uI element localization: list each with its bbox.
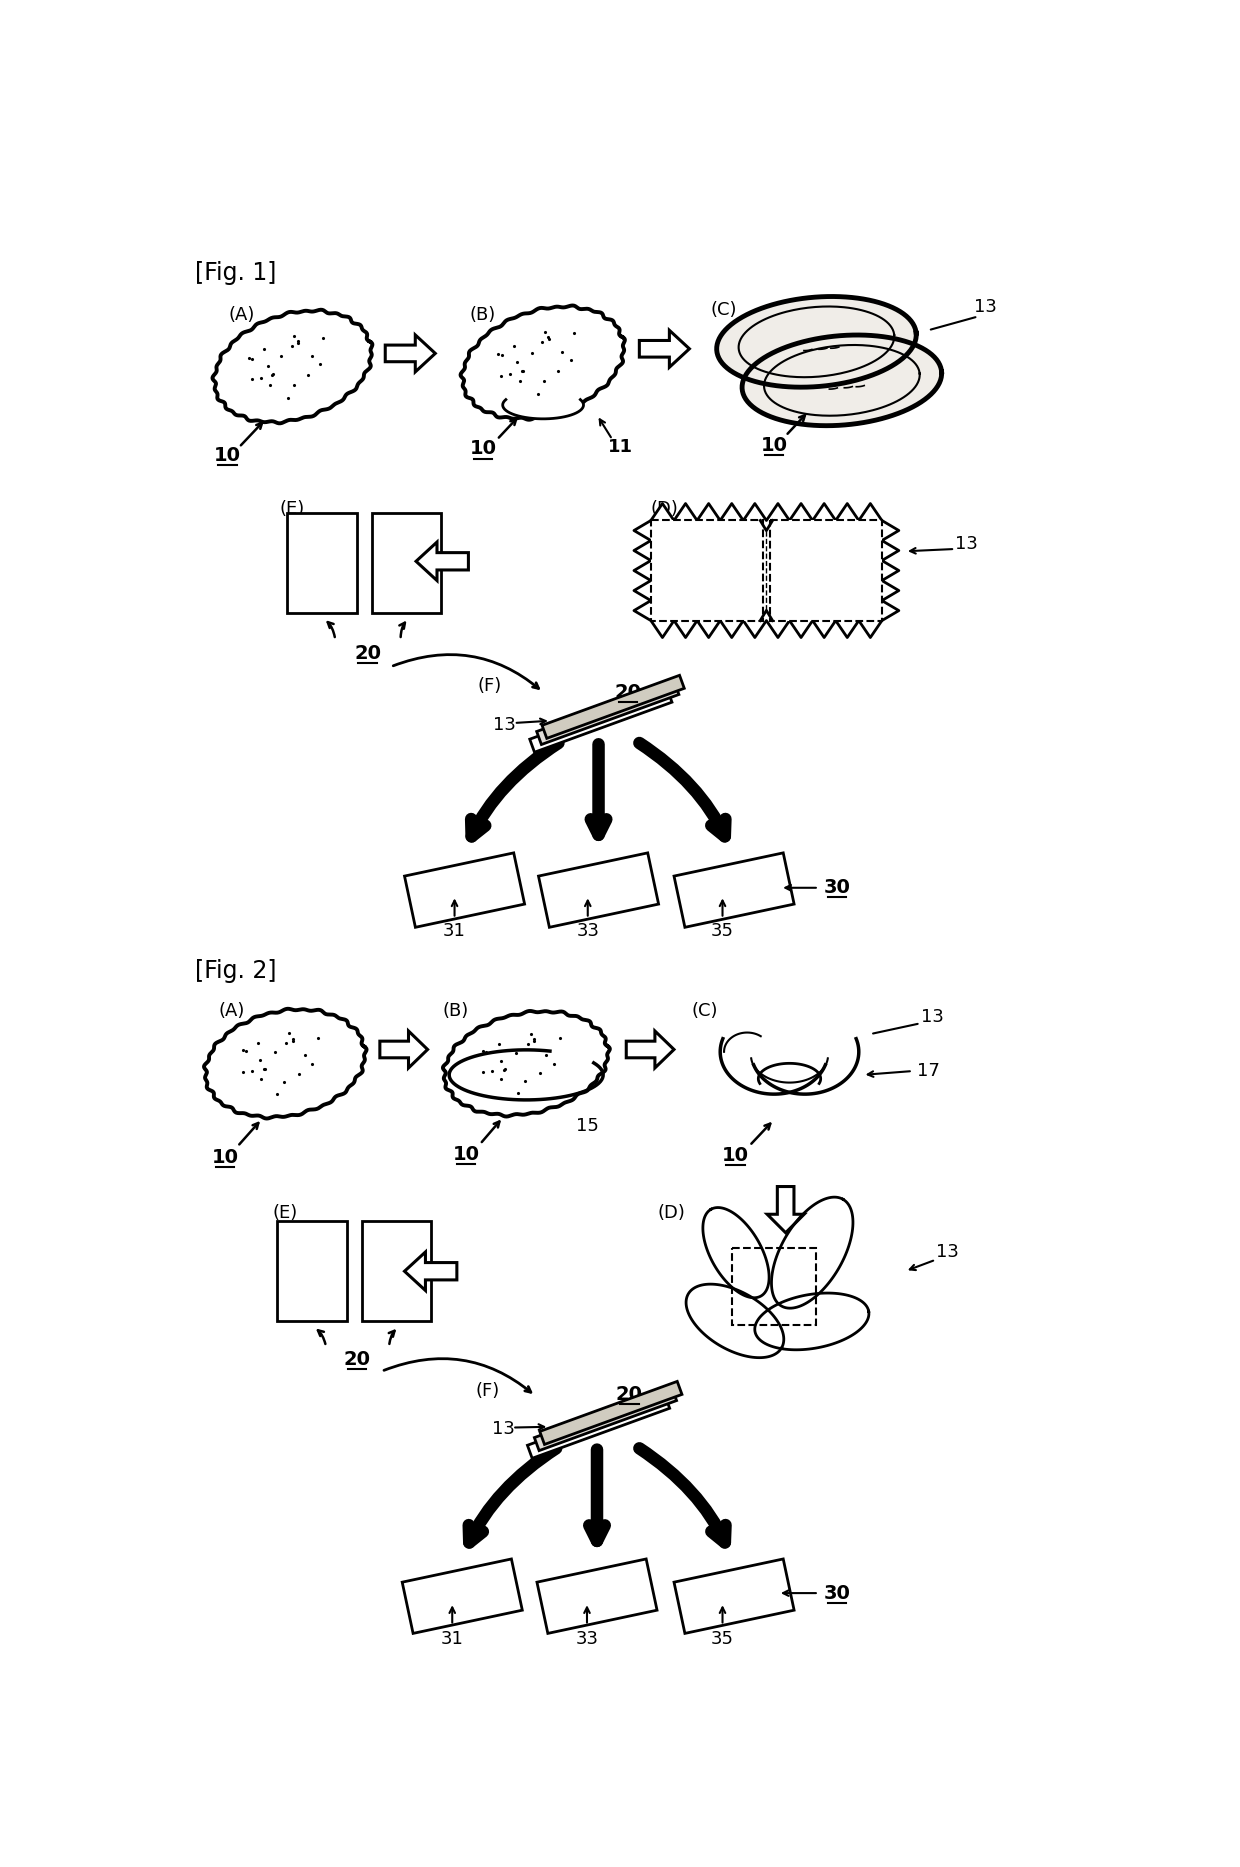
Text: 20: 20 <box>616 1385 642 1404</box>
Polygon shape <box>742 334 941 426</box>
Polygon shape <box>703 1208 769 1298</box>
Polygon shape <box>802 534 838 581</box>
Text: (E): (E) <box>272 1204 298 1223</box>
Polygon shape <box>212 310 372 424</box>
Text: (A): (A) <box>218 1003 244 1019</box>
Text: 20: 20 <box>355 644 381 663</box>
Polygon shape <box>542 676 684 737</box>
Polygon shape <box>634 504 899 637</box>
Text: 13: 13 <box>936 1243 959 1260</box>
Polygon shape <box>379 1031 428 1068</box>
Polygon shape <box>537 681 678 745</box>
Text: (B): (B) <box>470 306 496 323</box>
Text: (E): (E) <box>280 500 305 517</box>
Text: 10: 10 <box>453 1144 480 1163</box>
Polygon shape <box>771 1197 853 1309</box>
Bar <box>372 513 441 612</box>
Bar <box>288 513 357 612</box>
Text: [Fig. 1]: [Fig. 1] <box>195 261 277 286</box>
Polygon shape <box>626 1031 675 1068</box>
Text: 33: 33 <box>577 922 599 939</box>
Polygon shape <box>417 541 469 581</box>
Text: 10: 10 <box>470 439 496 459</box>
Text: [Fig. 2]: [Fig. 2] <box>195 960 277 984</box>
Polygon shape <box>502 400 584 418</box>
Text: (F): (F) <box>477 678 502 695</box>
Polygon shape <box>538 853 658 928</box>
Bar <box>732 1249 816 1326</box>
Polygon shape <box>686 1284 784 1357</box>
Polygon shape <box>539 1382 682 1445</box>
Text: 20: 20 <box>614 683 641 702</box>
Polygon shape <box>527 1395 670 1458</box>
Polygon shape <box>205 1008 367 1118</box>
Text: 30: 30 <box>823 1583 851 1602</box>
Text: 31: 31 <box>443 922 466 939</box>
Polygon shape <box>675 853 794 928</box>
Polygon shape <box>404 1253 456 1290</box>
Text: 11: 11 <box>608 439 632 456</box>
Bar <box>770 521 882 620</box>
Text: 33: 33 <box>575 1630 599 1649</box>
Polygon shape <box>402 1559 522 1634</box>
Text: 13: 13 <box>494 715 516 734</box>
Text: 17: 17 <box>916 1062 940 1079</box>
Polygon shape <box>751 1059 828 1083</box>
Bar <box>278 1221 347 1322</box>
Text: (C): (C) <box>711 301 737 319</box>
Text: 31: 31 <box>440 1630 464 1649</box>
Polygon shape <box>386 334 435 372</box>
Polygon shape <box>717 297 916 386</box>
Polygon shape <box>460 306 625 420</box>
Polygon shape <box>443 1012 610 1116</box>
Text: 10: 10 <box>760 435 787 454</box>
Text: (D): (D) <box>651 500 678 517</box>
Text: 35: 35 <box>711 922 734 939</box>
Bar <box>362 1221 432 1322</box>
Text: 10: 10 <box>213 446 241 465</box>
Polygon shape <box>529 689 672 752</box>
Polygon shape <box>755 1294 869 1350</box>
Text: 13: 13 <box>920 1008 944 1027</box>
Bar <box>651 521 763 620</box>
Polygon shape <box>640 330 689 368</box>
Text: 15: 15 <box>577 1118 599 1135</box>
Text: 13: 13 <box>975 299 997 316</box>
Text: 13: 13 <box>491 1421 515 1438</box>
Polygon shape <box>675 1559 794 1634</box>
Polygon shape <box>537 1559 657 1634</box>
Text: (F): (F) <box>475 1382 500 1400</box>
Text: 30: 30 <box>823 877 851 898</box>
Text: 10: 10 <box>722 1146 749 1165</box>
Text: (D): (D) <box>657 1204 684 1223</box>
Text: 35: 35 <box>711 1630 734 1649</box>
Text: (A): (A) <box>229 306 255 323</box>
Text: 20: 20 <box>343 1350 371 1369</box>
Text: (C): (C) <box>692 1003 718 1019</box>
Text: 10: 10 <box>212 1148 238 1167</box>
Polygon shape <box>404 853 525 928</box>
Text: (B): (B) <box>443 1003 469 1019</box>
Polygon shape <box>768 1187 804 1232</box>
Polygon shape <box>534 1387 677 1451</box>
Text: 13: 13 <box>955 534 978 553</box>
